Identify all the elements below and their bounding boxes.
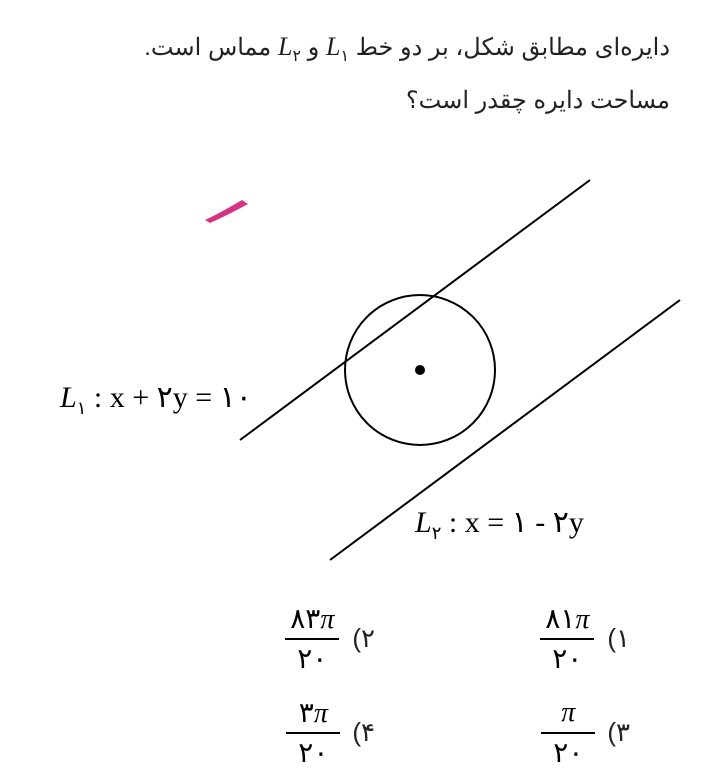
q-line2: مساحت دایره چقدر است؟ [406, 87, 670, 114]
center-dot [415, 365, 425, 375]
option-fraction: ۳π ۲۰ [286, 696, 340, 770]
option-number: ۴) [352, 717, 375, 748]
geometry-diagram [0, 160, 720, 580]
question-text: دایره‌ای مطابق شکل، بر دو خط L۱ و L۲ مما… [50, 18, 670, 128]
option-number: ۳) [607, 717, 630, 748]
option-fraction: π ۲۰ [541, 696, 595, 769]
q-part1: دایره‌ای مطابق شکل، بر دو خط [356, 34, 670, 61]
line-L1 [240, 180, 590, 440]
q-and: و [308, 34, 320, 61]
answer-options: ۱) ۸۱π ۲۰ ۲) ۸۳π ۲۰ ۳) π ۲۰ ۴) ۳π ۲۰ [0, 602, 720, 770]
option-4[interactable]: ۴) ۳π ۲۰ [120, 696, 375, 770]
q-L2: L۲ [278, 32, 301, 61]
q-part2: مماس است. [144, 34, 271, 61]
q-L1: L۱ [326, 32, 349, 61]
option-fraction: ۸۳π ۲۰ [284, 602, 340, 676]
option-3[interactable]: ۳) π ۲۰ [375, 696, 630, 770]
option-fraction: ۸۱π ۲۰ [539, 602, 595, 676]
option-2[interactable]: ۲) ۸۳π ۲۰ [120, 602, 375, 676]
label-L2: L۲ : x = ۱ - ۲y [415, 505, 584, 544]
option-number: ۱) [607, 623, 630, 654]
label-L1: L۱ : x + ۲y = ۱۰ [60, 380, 252, 419]
option-1[interactable]: ۱) ۸۱π ۲۰ [375, 602, 630, 676]
option-number: ۲) [352, 623, 375, 654]
